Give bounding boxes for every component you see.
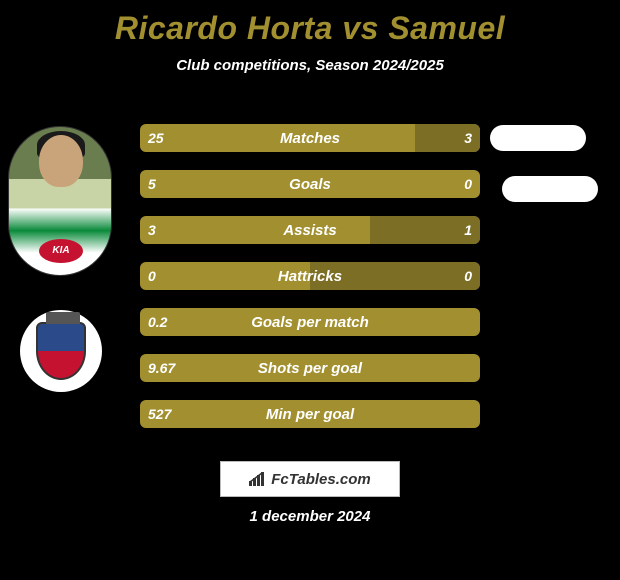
club-shield-icon — [36, 322, 86, 380]
chart-icon — [249, 472, 267, 486]
stat-row: 9.67Shots per goal — [140, 354, 480, 382]
white-pill — [502, 176, 598, 202]
page-subtitle: Club competitions, Season 2024/2025 — [0, 57, 620, 74]
player-photo: KIA — [8, 126, 112, 276]
page-title: Ricardo Horta vs Samuel — [0, 0, 620, 47]
stats-container: 25Matches35Goals03Assists10Hattricks00.2… — [140, 124, 600, 446]
kia-sponsor-badge: KIA — [39, 239, 83, 263]
stat-row: 0.2Goals per match — [140, 308, 480, 336]
date-text: 1 december 2024 — [0, 508, 620, 525]
stat-label: Matches — [140, 124, 480, 152]
stat-row: 5Goals0 — [140, 170, 480, 198]
stat-label: Goals per match — [140, 308, 480, 336]
stat-value-right: 3 — [464, 124, 472, 152]
shield-crown-icon — [46, 312, 80, 324]
stat-label: Hattricks — [140, 262, 480, 290]
player-head-shape — [39, 135, 83, 187]
white-pill — [490, 125, 586, 151]
club-badge — [20, 310, 102, 392]
fctables-logo[interactable]: FcTables.com — [220, 461, 400, 497]
stat-label: Assists — [140, 216, 480, 244]
stat-label: Shots per goal — [140, 354, 480, 382]
stat-row: 0Hattricks0 — [140, 262, 480, 290]
stat-value-right: 1 — [464, 216, 472, 244]
stat-label: Min per goal — [140, 400, 480, 428]
logo-text: FcTables.com — [271, 471, 370, 488]
stat-value-right: 0 — [464, 170, 472, 198]
stat-label: Goals — [140, 170, 480, 198]
stat-row: 25Matches3 — [140, 124, 480, 152]
stat-row: 3Assists1 — [140, 216, 480, 244]
stat-row: 527Min per goal — [140, 400, 480, 428]
stat-value-right: 0 — [464, 262, 472, 290]
